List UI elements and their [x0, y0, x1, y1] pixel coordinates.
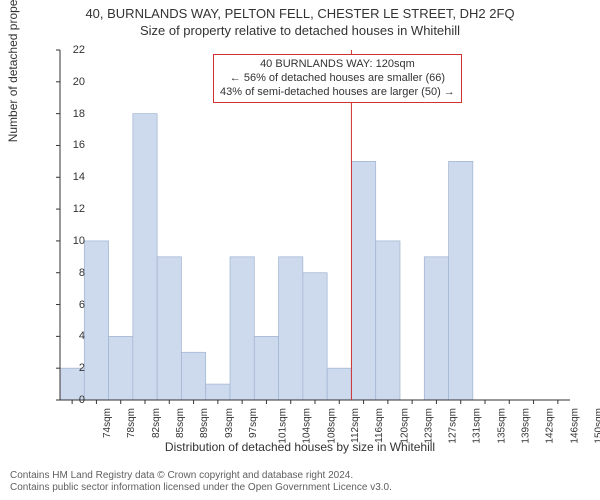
- footer-line1: Contains HM Land Registry data © Crown c…: [10, 470, 392, 482]
- x-tick-label: 123sqm: [423, 408, 434, 444]
- x-tick-label: 135sqm: [496, 408, 507, 444]
- x-axis-label: Distribution of detached houses by size …: [0, 440, 600, 454]
- bar: [376, 241, 400, 400]
- x-tick-label: 101sqm: [278, 408, 289, 444]
- bar: [109, 336, 133, 400]
- x-tick-label: 104sqm: [302, 408, 313, 444]
- x-tick-label: 85sqm: [175, 408, 186, 438]
- bar: [449, 161, 473, 400]
- y-tick-label: 20: [61, 76, 85, 88]
- x-tick-label: 97sqm: [248, 408, 259, 438]
- x-tick-label: 150sqm: [593, 408, 600, 444]
- x-tick-label: 82sqm: [151, 408, 162, 438]
- bar: [230, 257, 254, 400]
- page-title-line2: Size of property relative to detached ho…: [0, 21, 600, 38]
- y-tick-label: 10: [61, 235, 85, 247]
- x-tick-label: 131sqm: [472, 408, 483, 444]
- y-tick-label: 18: [61, 108, 85, 120]
- x-tick-label: 89sqm: [199, 408, 210, 438]
- bar: [351, 161, 375, 400]
- callout-line2: ← 56% of detached houses are smaller (66…: [220, 72, 455, 86]
- x-tick-label: 74sqm: [102, 408, 113, 438]
- x-tick-label: 120sqm: [399, 408, 410, 444]
- y-tick-label: 12: [61, 203, 85, 215]
- x-tick-label: 127sqm: [448, 408, 459, 444]
- x-tick-label: 78sqm: [126, 408, 137, 438]
- bar: [279, 257, 303, 400]
- x-tick-label: 112sqm: [350, 408, 361, 443]
- y-tick-label: 8: [61, 267, 85, 279]
- bar: [181, 352, 205, 400]
- callout-box: 40 BURNLANDS WAY: 120sqm ← 56% of detach…: [213, 54, 462, 103]
- callout-line1: 40 BURNLANDS WAY: 120sqm: [220, 58, 455, 72]
- x-tick-label: 146sqm: [569, 408, 580, 444]
- y-tick-label: 6: [61, 299, 85, 311]
- bar: [84, 241, 108, 400]
- y-tick-label: 0: [61, 394, 85, 406]
- bar: [424, 257, 448, 400]
- y-tick-label: 4: [61, 330, 85, 342]
- footer-line2: Contains public sector information licen…: [10, 482, 392, 494]
- y-tick-label: 22: [61, 44, 85, 56]
- bar: [133, 114, 157, 400]
- x-tick-label: 142sqm: [545, 408, 556, 444]
- page-title-line1: 40, BURNLANDS WAY, PELTON FELL, CHESTER …: [0, 0, 600, 21]
- x-tick-label: 108sqm: [326, 408, 337, 444]
- x-tick-label: 139sqm: [521, 408, 532, 444]
- x-tick-label: 93sqm: [224, 408, 235, 438]
- y-tick-label: 14: [61, 171, 85, 183]
- y-tick-label: 16: [61, 139, 85, 151]
- bar: [327, 368, 351, 400]
- y-tick-label: 2: [61, 362, 85, 374]
- bar: [303, 273, 327, 400]
- x-tick-label: 116sqm: [374, 408, 385, 443]
- bar: [254, 336, 278, 400]
- footer-attribution: Contains HM Land Registry data © Crown c…: [10, 470, 392, 494]
- bar: [206, 384, 230, 400]
- callout-line3: 43% of semi-detached houses are larger (…: [220, 86, 455, 100]
- bar: [157, 257, 181, 400]
- y-axis-label: Number of detached properties: [6, 0, 20, 142]
